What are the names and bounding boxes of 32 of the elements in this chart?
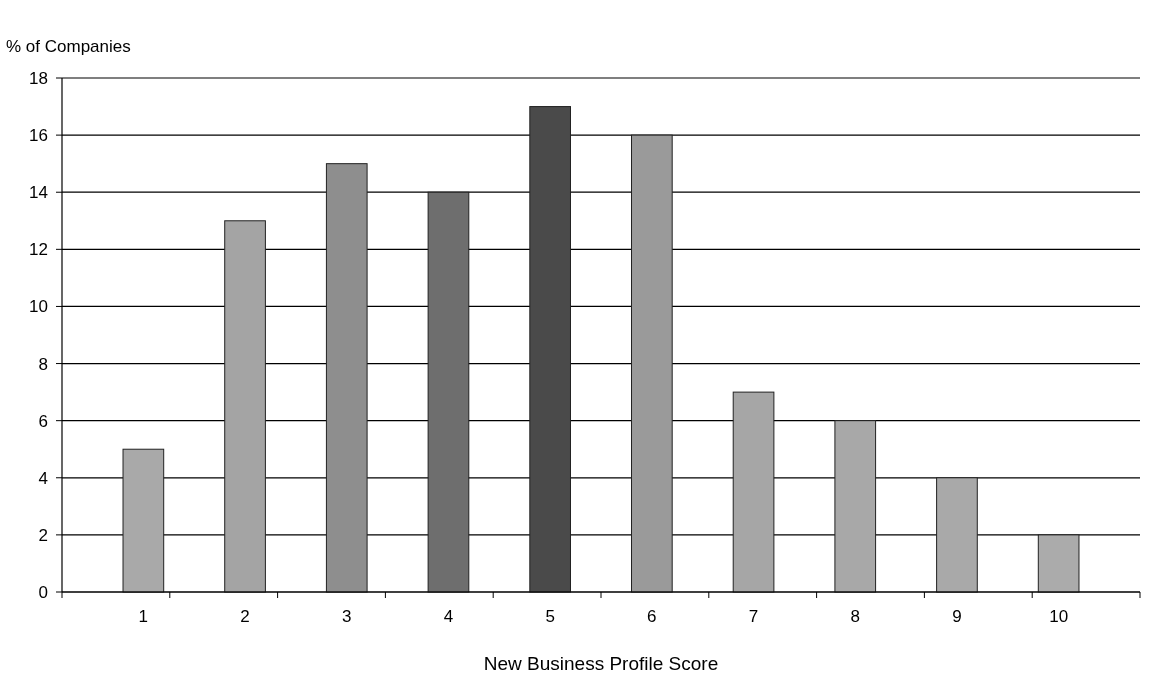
y-tick-label: 8 [38,354,48,374]
y-tick-label: 2 [38,525,48,545]
bar [936,477,978,593]
y-tick-label: 12 [29,240,48,260]
bar [529,106,571,593]
x-tick-label: 7 [748,607,759,626]
y-tick-label: 18 [29,68,48,88]
y-tick-label: 10 [29,297,48,317]
bar [1037,534,1080,593]
x-tick-label: 10 [1049,607,1069,626]
x-tick-label: 8 [850,607,860,626]
x-tick-label: 9 [952,607,962,626]
bar [427,191,470,593]
x-tick-label: 2 [240,607,250,626]
y-tick-label: 16 [29,126,48,146]
y-tick-label: 14 [29,183,48,203]
x-tick-label: 1 [138,607,149,626]
bar [732,391,775,593]
x-tick-label: 3 [342,607,352,626]
y-tick-label: 4 [38,468,48,488]
bar [325,163,368,593]
x-tick-label: 4 [443,607,454,626]
y-tick-label: 6 [38,411,48,431]
bar [631,134,673,593]
bar [224,220,266,593]
bar [834,420,877,593]
x-tick-label: 5 [545,607,555,626]
y-tick-label: 0 [38,582,48,602]
x-axis-title: New Business Profile Score [483,653,719,674]
x-tick-label: 6 [647,607,657,626]
bar [122,448,165,593]
y-axis-title: % of Companies [6,37,131,56]
